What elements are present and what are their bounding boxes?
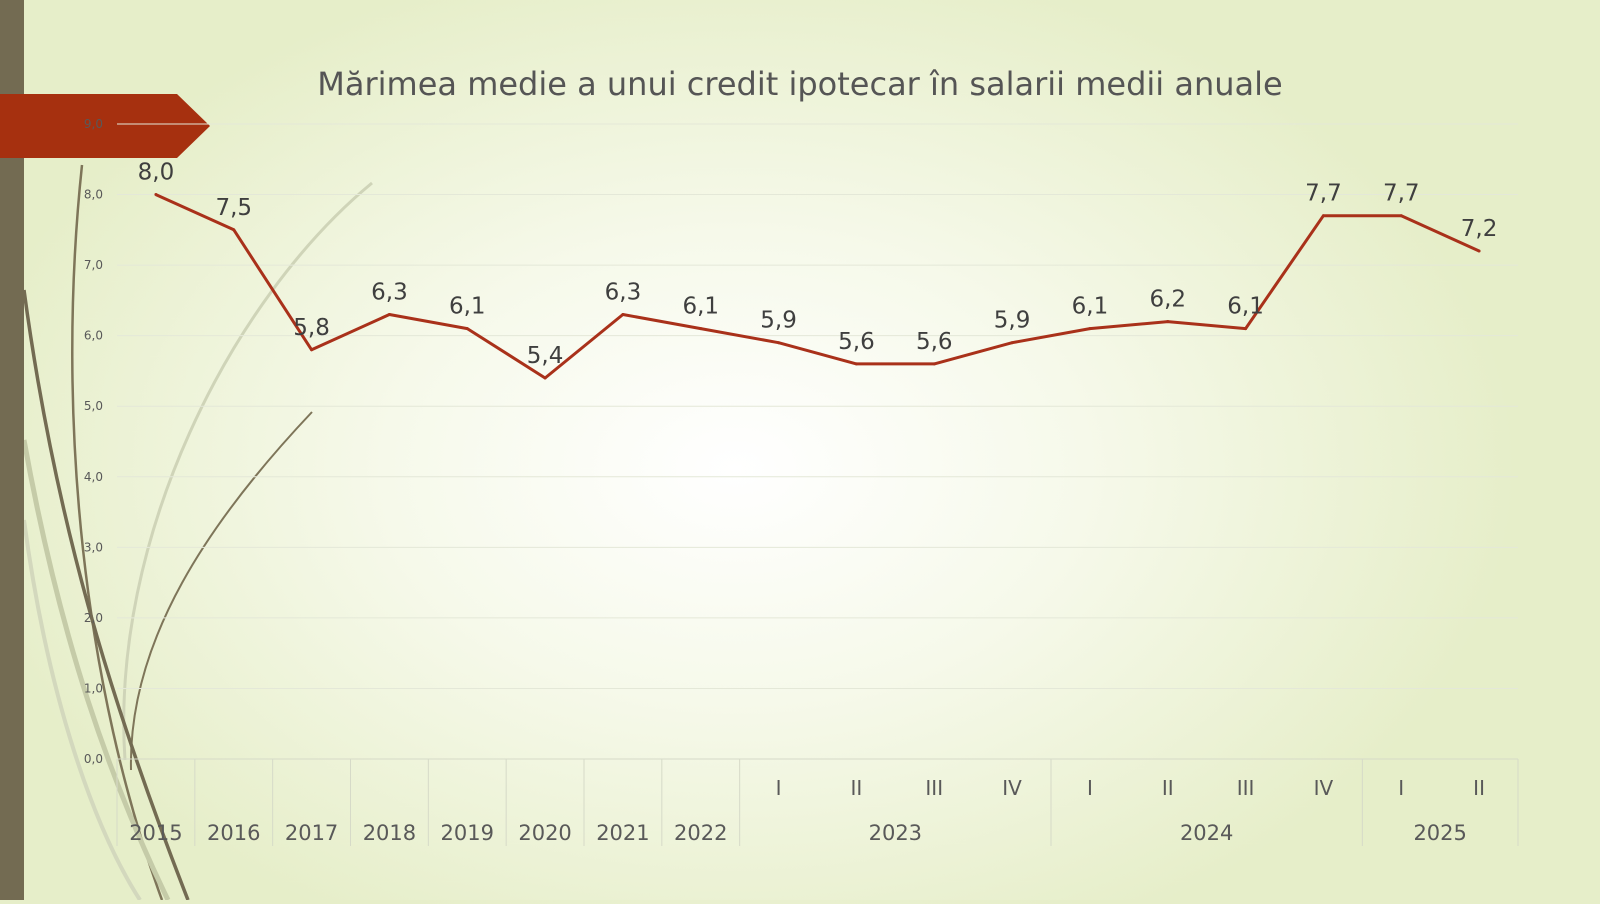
y-tick-label: 0,0: [84, 752, 103, 766]
x-tick-label: 2021: [596, 821, 649, 845]
data-point: [1166, 320, 1170, 324]
data-label: 6,1: [1072, 294, 1109, 320]
x-tick-label: 2015: [129, 821, 182, 845]
data-label: 5,8: [293, 315, 330, 341]
y-tick-label: 6,0: [84, 329, 103, 343]
swoosh-pale-1: [122, 181, 373, 761]
x-tick-label: III: [1237, 776, 1255, 800]
y-tick-label: 5,0: [84, 399, 103, 413]
data-point: [1244, 327, 1248, 331]
data-point: [465, 327, 469, 331]
data-point: [387, 313, 391, 316]
data-point: [310, 348, 314, 352]
accent-tab: [0, 94, 210, 158]
x-tick-label: 2019: [441, 821, 494, 845]
data-label: 7,7: [1305, 181, 1342, 207]
y-tick-label: 7,0: [84, 258, 103, 272]
data-label: 7,2: [1461, 216, 1498, 242]
data-point: [1399, 214, 1403, 218]
data-point: [154, 193, 158, 197]
x-tick-label: III: [925, 776, 943, 800]
y-tick-label: 1,0: [84, 681, 103, 695]
data-label: 6,3: [605, 280, 642, 306]
x-group-label: 2023: [869, 821, 922, 845]
data-label: 6,3: [371, 280, 408, 306]
grid: [117, 123, 1518, 760]
x-tick-label: 2016: [207, 821, 260, 845]
x-tick-label: I: [1087, 776, 1093, 800]
y-tick-label: 4,0: [84, 470, 103, 484]
data-point: [621, 313, 625, 316]
x-tick-label: II: [1473, 776, 1485, 800]
data-point: [543, 376, 547, 380]
data-label: 6,2: [1149, 287, 1186, 313]
data-label: 5,6: [916, 329, 953, 355]
data-point: [699, 327, 703, 331]
x-group-label: 2024: [1180, 821, 1233, 845]
x-tick-label: 2022: [674, 821, 727, 845]
data-point: [232, 228, 236, 232]
data-point: [1010, 341, 1014, 345]
x-tick-label: I: [1398, 776, 1404, 800]
series: [154, 193, 1481, 380]
x-tick-label: I: [776, 776, 782, 800]
y-tick-label: 9,0: [84, 117, 103, 131]
y-axis: 0,0 1,0 2,0 3,0 4,0 5,0 6,0 7,0 8,0 9,0: [84, 117, 103, 766]
data-label: 7,7: [1383, 181, 1420, 207]
chart-title: Mărimea medie a unui credit ipotecar în …: [317, 65, 1282, 103]
swoosh-pale-3: [22, 519, 142, 902]
data-point: [854, 362, 858, 366]
data-label: 6,1: [682, 294, 719, 320]
data-label: 5,6: [838, 329, 875, 355]
decorative-swooshes: [21, 164, 373, 902]
x-group-label: 2025: [1413, 821, 1466, 845]
y-tick-label: 8,0: [84, 188, 103, 202]
series-line: [155, 193, 1480, 380]
swoosh-dark-1: [129, 411, 313, 771]
swoosh-pale-2: [21, 439, 171, 902]
data-point: [1321, 214, 1325, 218]
swoosh-dark-2: [71, 164, 164, 901]
data-point: [932, 362, 936, 366]
x-tick-label: IV: [1002, 776, 1022, 800]
data-label: 5,9: [994, 308, 1031, 334]
swoosh-dark-3: [22, 289, 190, 901]
data-label: 5,4: [527, 343, 564, 369]
y-tick-label: 3,0: [84, 540, 103, 554]
x-tick-label: 2018: [363, 821, 416, 845]
x-tick-label: II: [1162, 776, 1174, 800]
data-point: [1477, 249, 1481, 253]
x-tick-label: IV: [1314, 776, 1334, 800]
data-labels: 8,0 7,5 5,8 6,3 6,1 5,4 6,3 6,1 5,9 5,6 5,6 5,9 6,1 6…: [138, 160, 1498, 369]
data-label: 7,5: [215, 195, 252, 221]
data-label: 6,1: [449, 294, 486, 320]
data-label: 5,9: [760, 308, 797, 334]
x-tick-label: 2017: [285, 821, 338, 845]
x-tick-label: 2020: [518, 821, 571, 845]
data-point: [1088, 327, 1092, 331]
data-label: 8,0: [138, 160, 175, 186]
data-label: 6,1: [1227, 294, 1264, 320]
y-tick-label: 2,0: [84, 611, 103, 625]
x-tick-label: II: [851, 776, 863, 800]
data-point: [777, 341, 781, 345]
